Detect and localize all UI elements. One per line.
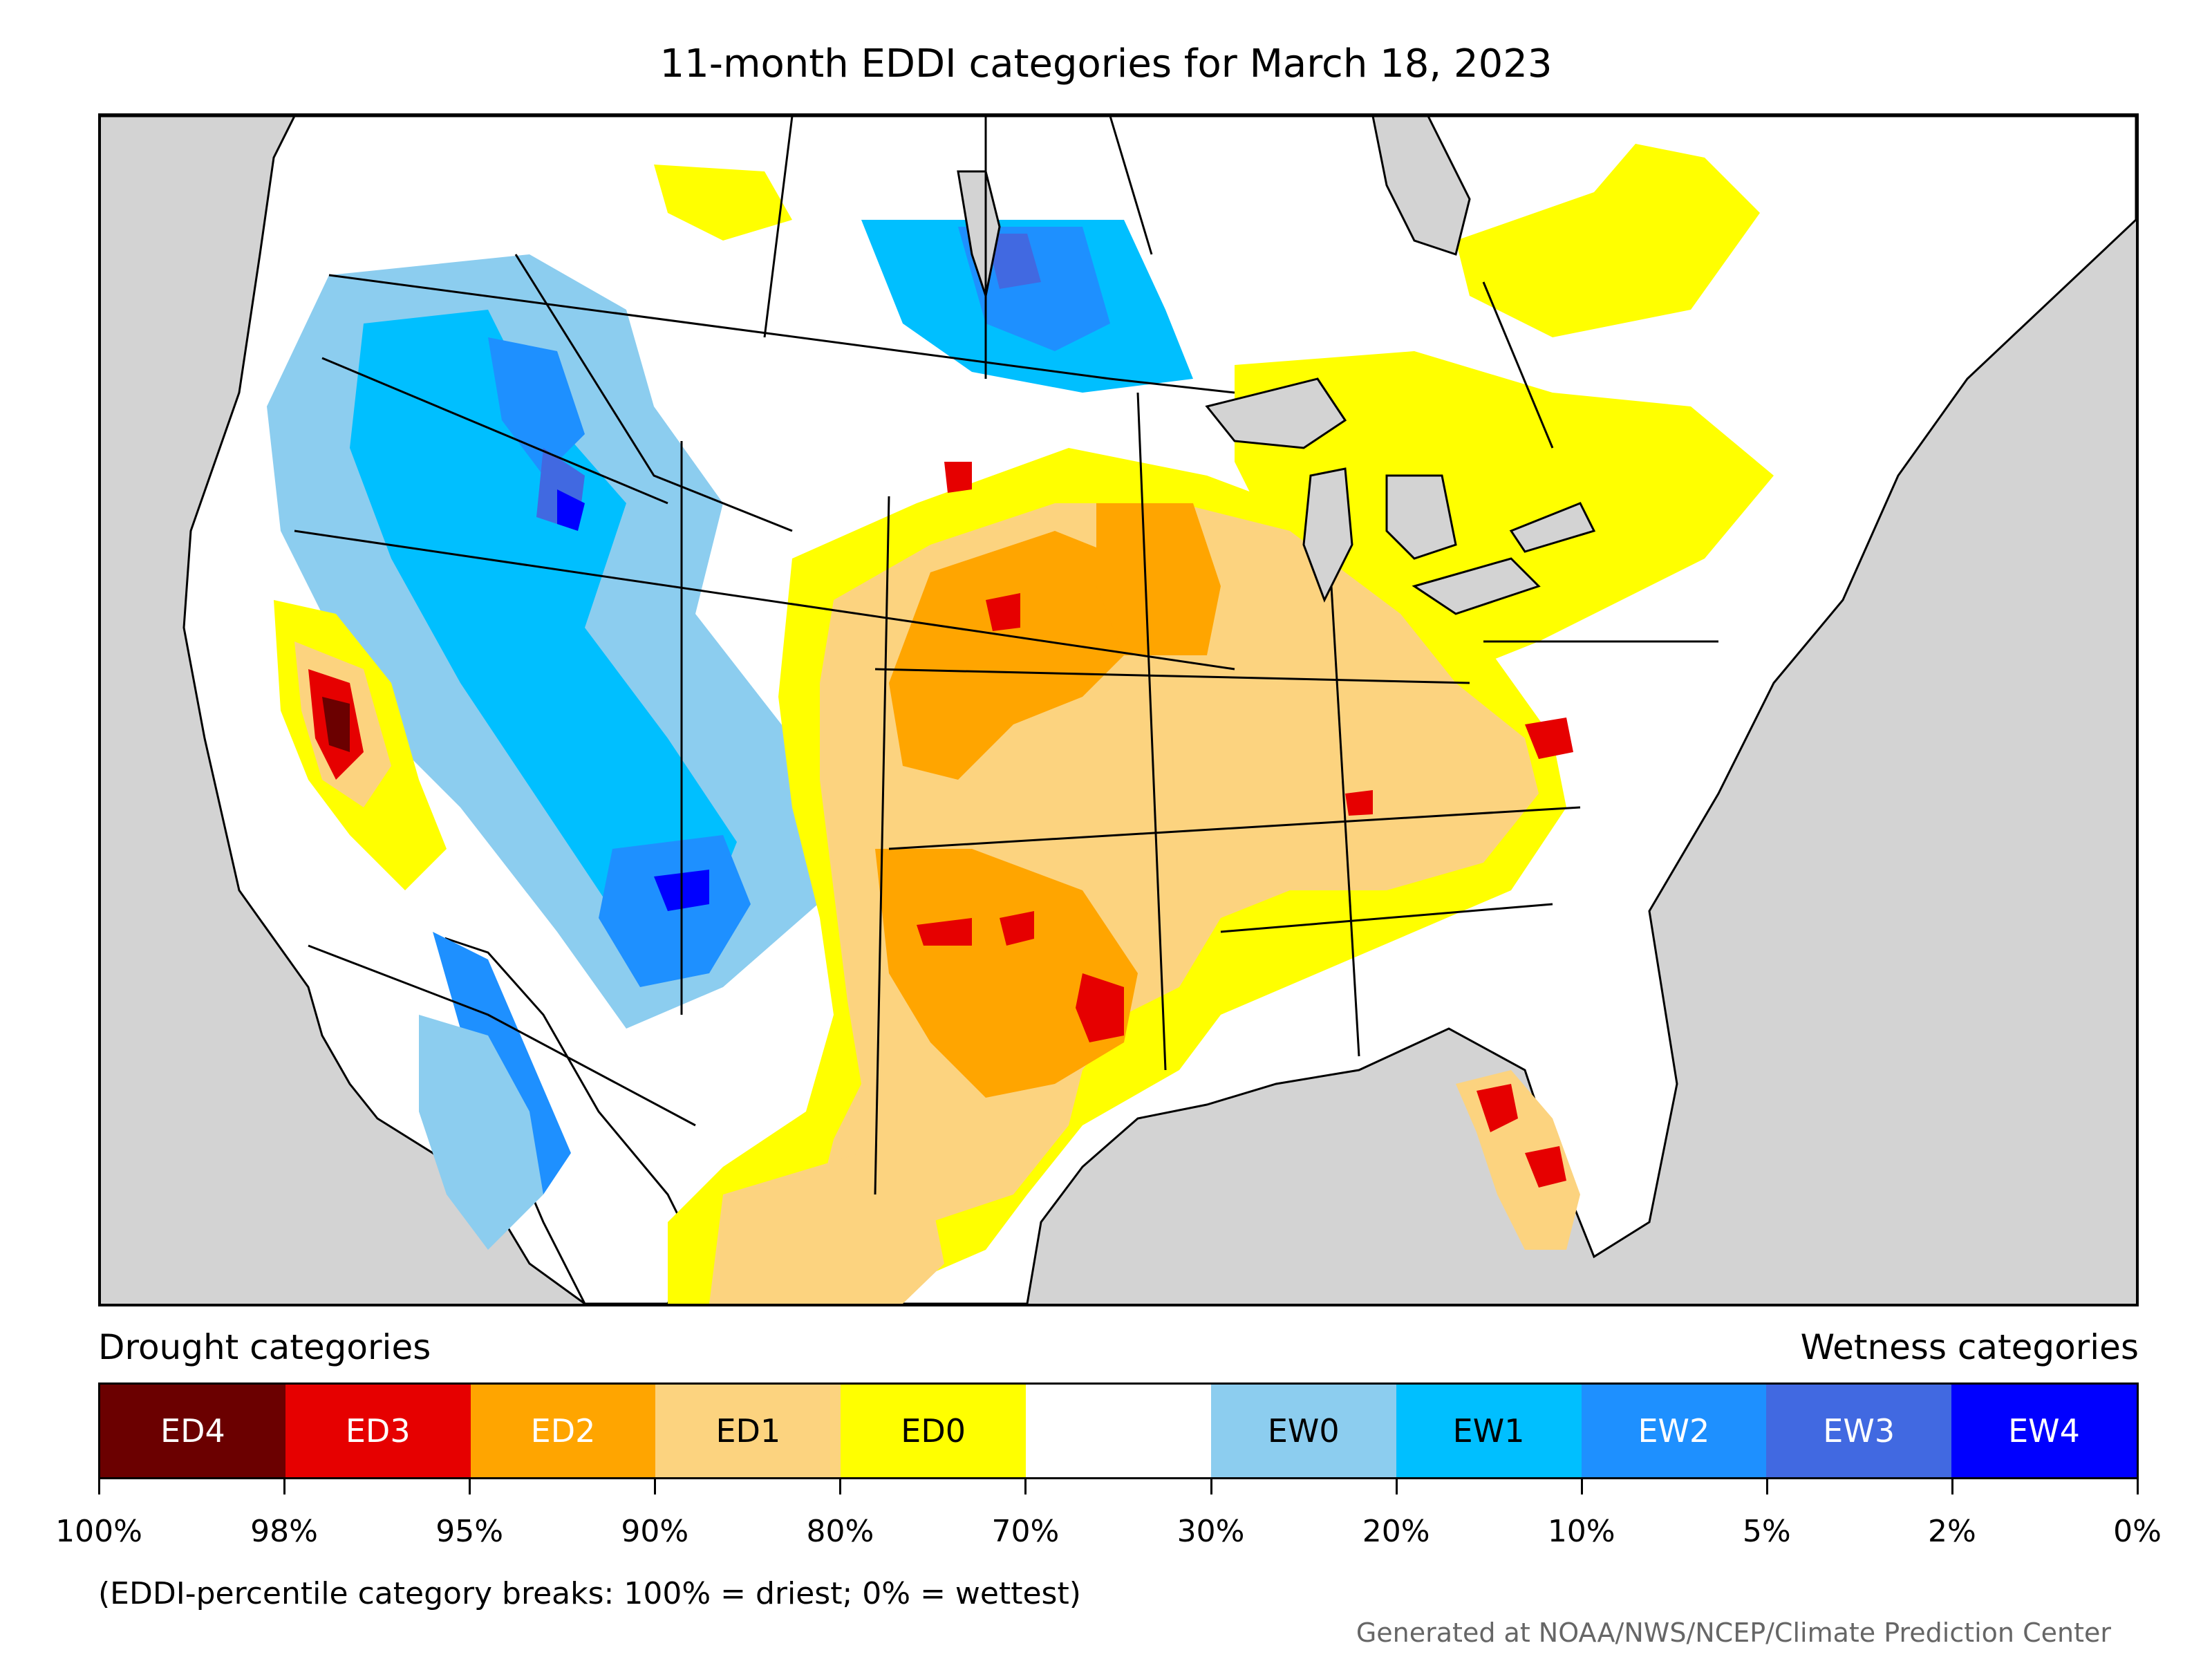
- colorbar-tick: [839, 1479, 842, 1494]
- category-breaks-note: (EDDI-percentile category breaks: 100% =…: [98, 1576, 1081, 1611]
- boundaries: [294, 116, 1718, 1195]
- colorbar-tick: [1765, 1479, 1768, 1494]
- colorbar-tick: [1951, 1479, 1953, 1494]
- colorbar-cell-ew4: EW4: [1951, 1385, 2137, 1477]
- colorbar-cell-ew1: EW1: [1396, 1385, 1582, 1477]
- colorbar-tick: [654, 1479, 657, 1494]
- colorbar-tick-label: 100%: [55, 1514, 142, 1549]
- eddi-map: [98, 113, 2139, 1306]
- colorbar-tick: [1395, 1479, 1398, 1494]
- colorbar-tick-label: 80%: [806, 1514, 874, 1549]
- colorbar-tick: [469, 1479, 471, 1494]
- colorbar-tick-label: 70%: [991, 1514, 1060, 1549]
- colorbar-tick: [283, 1479, 286, 1494]
- colorbar-tick-label: 2%: [1928, 1514, 1976, 1549]
- colorbar-tick: [1210, 1479, 1212, 1494]
- colorbar-cell-ed2: ED2: [470, 1385, 656, 1477]
- drought-categories-heading: Drought categories: [98, 1327, 431, 1367]
- lakes: [957, 116, 1596, 615]
- colorbar-cell-normal: [1026, 1385, 1211, 1477]
- colorbar-tick-label: 5%: [1742, 1514, 1791, 1549]
- colorbar-tick-label: 90%: [621, 1514, 689, 1549]
- category-colorbar: ED4 ED3 ED2 ED1 ED0 EW0 EW1 EW2 EW3 EW4: [98, 1382, 2139, 1479]
- colorbar-cell-ed4: ED4: [100, 1385, 285, 1477]
- map-title: 11-month EDDI categories for March 18, 2…: [659, 41, 1553, 86]
- colorbar-tick: [1580, 1479, 1583, 1494]
- colorbar-tick-label: 95%: [435, 1514, 504, 1549]
- colorbar-tick-label: 10%: [1547, 1514, 1615, 1549]
- colorbar-cell-ed3: ED3: [285, 1385, 471, 1477]
- wetness-categories-heading: Wetness categories: [1800, 1327, 2139, 1367]
- colorbar-cell-ew2: EW2: [1581, 1385, 1767, 1477]
- credit-text: Generated at NOAA/NWS/NCEP/Climate Predi…: [1356, 1618, 2111, 1648]
- colorbar-tick-label: 30%: [1177, 1514, 1245, 1549]
- colorbar-tick-label: 20%: [1362, 1514, 1430, 1549]
- colorbar-cell-ed1: ED1: [655, 1385, 841, 1477]
- colorbar-cell-ed0: ED0: [841, 1385, 1027, 1477]
- colorbar-tick-label: 0%: [2113, 1514, 2162, 1549]
- colorbar-cell-ew0: EW0: [1210, 1385, 1396, 1477]
- colorbar-tick: [98, 1479, 100, 1494]
- colorbar-tick-label: 98%: [250, 1514, 318, 1549]
- colorbar-tick: [1024, 1479, 1027, 1494]
- category-patches: [267, 144, 1774, 1304]
- colorbar-tick: [2137, 1479, 2139, 1494]
- colorbar-cell-ew3: EW3: [1766, 1385, 1952, 1477]
